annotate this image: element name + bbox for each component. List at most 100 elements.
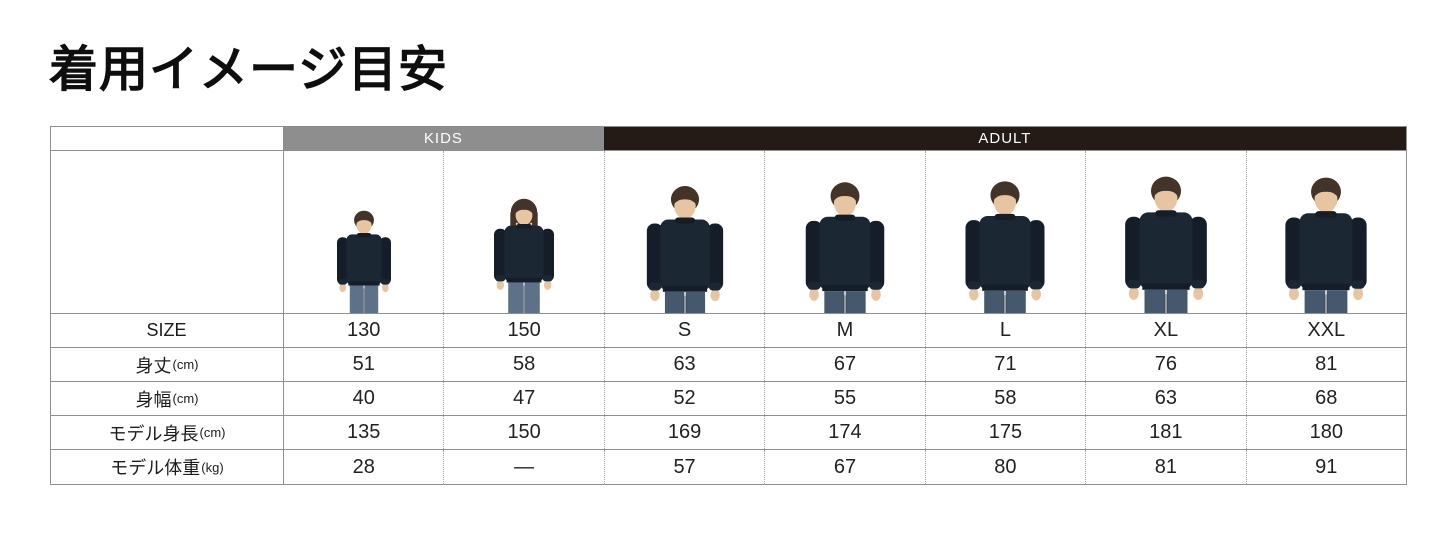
value-text: 57 [673,455,696,478]
value-text: XXL [1307,319,1346,341]
value-text: 58 [994,387,1017,409]
row-label-cell: SIZE [51,314,283,347]
header-group-adult: ADULT [603,127,1406,150]
value-cell: M [764,314,924,347]
value-cell: 80 [924,450,1085,484]
table-row: 身幅 (cm) 40 47 52 55 58 63 68 [51,382,1406,416]
model-photo-row [51,151,1406,314]
value-text: S [677,319,692,341]
value-text: 169 [667,421,702,443]
value-cell: 47 [443,382,603,415]
value-text: 51 [352,353,375,375]
value-cell: 63 [1085,382,1245,415]
value-text: 67 [833,455,857,478]
value-text: 68 [1315,387,1338,409]
header-group-kids: KIDS [283,127,604,150]
row-label-cell: 身丈 (cm) [51,348,283,381]
table-row: モデル体重 (kg) 28 — 57 67 80 81 91 [51,450,1406,484]
row-label-cell: モデル体重 (kg) [51,450,283,484]
model-photo-cell-M [764,151,924,313]
value-cell: 63 [603,348,764,381]
model-photo [1124,176,1207,313]
value-cell: 52 [603,382,764,415]
value-text: 76 [1154,353,1177,375]
photo-row-spacer-cell [51,151,283,313]
value-cell: 68 [1245,382,1406,415]
value-text: 81 [1154,455,1177,478]
row-label: モデル身長 [108,423,199,444]
value-text: XL [1153,319,1179,341]
value-cell: 67 [764,450,924,484]
value-cell: 169 [603,416,764,449]
value-cell: 181 [1085,416,1245,449]
value-text: 47 [513,387,536,409]
value-cell: 174 [764,416,924,449]
row-label-cell: 身幅 (cm) [51,382,283,415]
value-cell: 51 [283,348,443,381]
value-cell: XXL [1245,314,1406,347]
row-unit: (cm) [172,391,199,406]
value-cell: 58 [443,348,603,381]
model-photo-cell-XXL [1245,151,1406,313]
value-text: 80 [994,455,1017,478]
row-label: 身丈 [135,355,172,376]
model-photo [336,210,391,313]
value-cell: 175 [924,416,1085,449]
value-cell: 91 [1245,450,1406,484]
row-label-cell: モデル身長 (cm) [51,416,283,449]
value-text: L [999,319,1011,341]
row-unit: (cm) [172,357,199,372]
value-text: 40 [352,387,375,409]
value-text: 174 [828,421,862,443]
row-unit: (cm) [199,425,226,440]
value-text: 135 [347,421,381,443]
value-text: — [514,455,535,478]
value-cell: 150 [443,416,603,449]
value-cell: 81 [1085,450,1245,484]
size-chart-table: KIDS ADULT SIZE 130 150 S M L XL XXL 身丈 (cm) 51 58 6… [50,126,1407,485]
value-text: 52 [673,387,696,409]
model-photo [965,181,1045,313]
value-cell: XL [1085,314,1245,347]
value-cell: L [924,314,1085,347]
model-photo [494,198,555,313]
table-row: 身丈 (cm) 51 58 63 67 71 76 81 [51,348,1406,382]
value-text: 55 [833,387,857,409]
value-cell: 180 [1245,416,1406,449]
model-photo-cell-XL [1085,151,1245,313]
value-cell: 40 [283,382,443,415]
value-text: 58 [513,353,536,375]
value-text: 67 [833,353,857,375]
value-cell: 55 [764,382,924,415]
value-cell: 130 [283,314,443,347]
value-cell: 67 [764,348,924,381]
model-photo-cell-150 [443,151,603,313]
value-text: 130 [347,319,381,341]
model-photo-cell-L [924,151,1085,313]
value-text: 71 [994,353,1017,375]
value-cell: 81 [1245,348,1406,381]
value-text: 63 [1154,387,1177,409]
value-text: 63 [673,353,696,375]
value-cell: — [443,450,603,484]
value-text: 91 [1315,455,1338,478]
table-body: SIZE 130 150 S M L XL XXL 身丈 (cm) 51 58 63 67 71 76 81 身幅… [51,314,1406,484]
value-cell: 57 [603,450,764,484]
header-spacer-cell [51,127,283,150]
row-label: モデル体重 [110,458,201,478]
value-cell: S [603,314,764,347]
model-photo [805,182,885,313]
value-cell: 71 [924,348,1085,381]
value-text: M [836,319,854,341]
table-header-row: KIDS ADULT [51,127,1406,151]
model-photo-cell-130 [283,151,443,313]
page-title: 着用イメージ目安 [49,43,449,97]
value-text: 150 [507,319,541,341]
model-photo [646,185,723,313]
table-row: モデル身長 (cm) 135 150 169 174 175 181 180 [51,416,1406,450]
value-text: 150 [507,421,541,443]
model-photo [1285,177,1367,313]
row-label: 身幅 [135,389,172,410]
value-text: 180 [1309,421,1343,443]
